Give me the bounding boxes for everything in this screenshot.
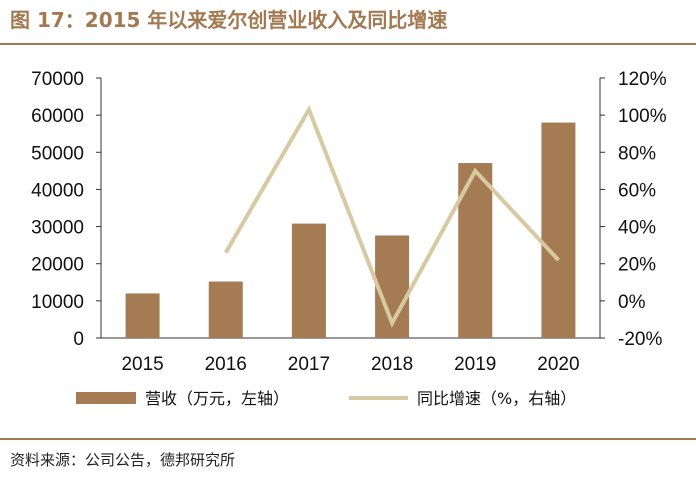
right-tick-label: 0% xyxy=(618,292,646,313)
chart-title: 图 17：2015 年以来爱尔创营业收入及同比增速 xyxy=(10,8,448,32)
bar-revenue xyxy=(208,281,243,338)
bar-revenue xyxy=(125,293,160,338)
right-tick-label: 20% xyxy=(618,255,656,276)
x-tick-label: 2020 xyxy=(537,354,579,375)
x-tick-label: 2018 xyxy=(371,354,413,375)
line-point-growth xyxy=(225,252,227,254)
x-tick-label: 2015 xyxy=(121,354,163,375)
source-note: 资料来源：公司公告，德邦研究所 xyxy=(10,451,236,469)
line-point-growth xyxy=(308,109,310,111)
right-tick-label: 120% xyxy=(618,69,667,90)
right-tick-label: -20% xyxy=(618,329,662,350)
left-tick-label: 10000 xyxy=(31,292,84,313)
bar-revenue xyxy=(291,223,326,338)
title-divider xyxy=(0,43,696,45)
line-point-growth xyxy=(557,259,559,261)
left-tick-label: 50000 xyxy=(31,143,84,164)
left-tick-label: 20000 xyxy=(31,255,84,276)
line-point-growth xyxy=(474,170,476,172)
bar-revenue xyxy=(541,122,576,338)
x-tick-label: 2016 xyxy=(205,354,247,375)
right-tick-label: 40% xyxy=(618,218,656,239)
left-tick-label: 40000 xyxy=(31,180,84,201)
footer-divider xyxy=(0,438,696,440)
left-tick-label: 0 xyxy=(73,329,84,350)
left-tick-label: 70000 xyxy=(31,69,84,90)
legend-label-revenue: 营收（万元，左轴） xyxy=(145,389,289,408)
legend-swatch-revenue xyxy=(76,392,136,404)
line-point-growth xyxy=(391,322,393,324)
x-tick-label: 2017 xyxy=(288,354,330,375)
legend-label-growth: 同比增速（%，右轴） xyxy=(417,389,576,408)
left-tick-label: 60000 xyxy=(31,106,84,127)
right-tick-label: 100% xyxy=(618,106,667,127)
x-tick-label: 2019 xyxy=(454,354,496,375)
right-tick-label: 60% xyxy=(618,180,656,201)
left-tick-label: 30000 xyxy=(31,218,84,239)
right-tick-label: 80% xyxy=(618,143,656,164)
